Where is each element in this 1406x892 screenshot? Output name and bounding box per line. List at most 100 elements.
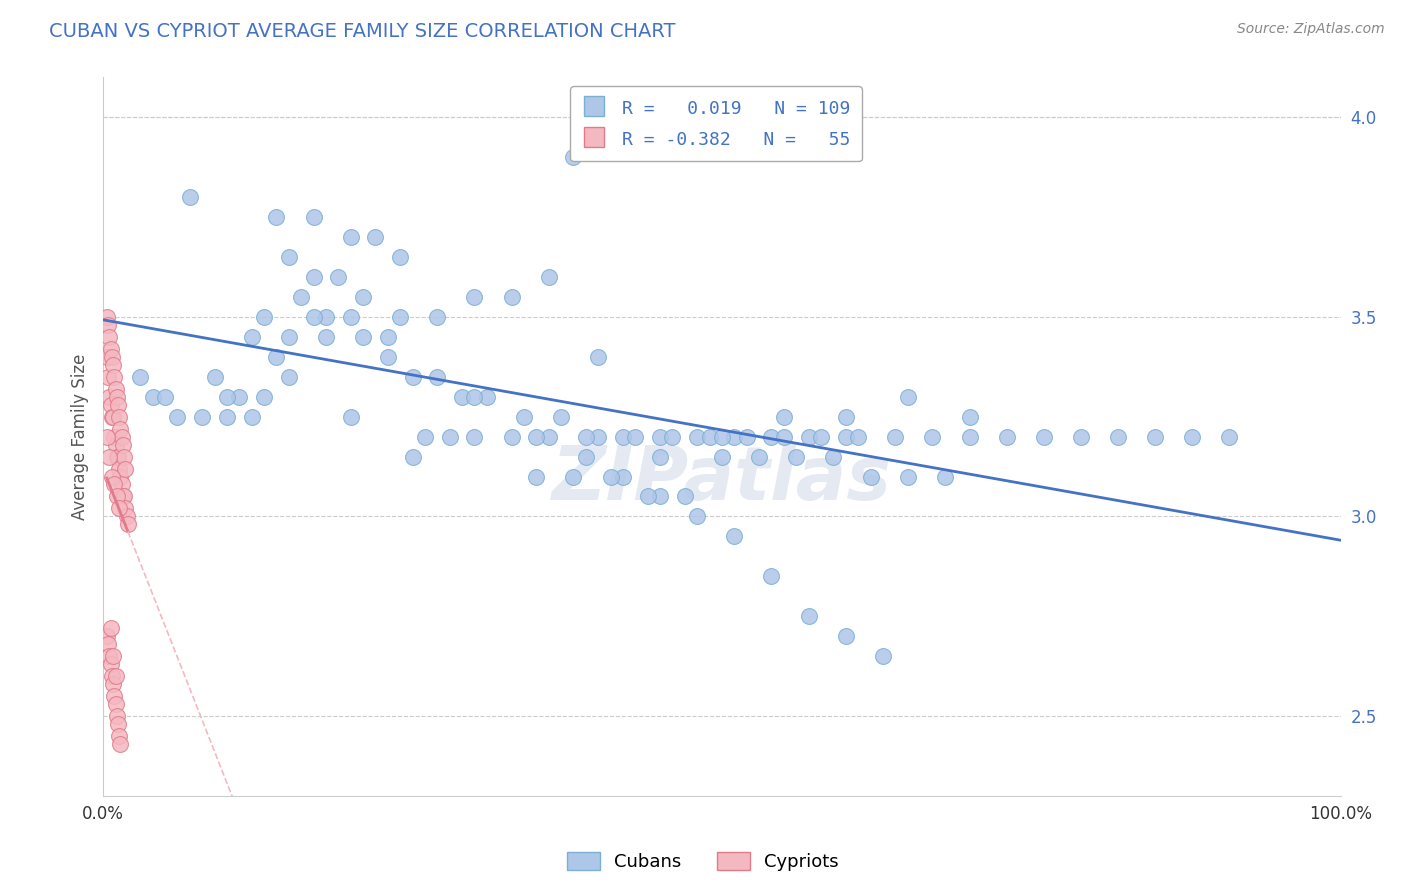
Point — [240, 409, 263, 424]
Point — [773, 429, 796, 443]
Point — [253, 390, 276, 404]
Point — [1218, 429, 1240, 443]
Point — [921, 429, 943, 443]
Point — [1144, 429, 1167, 443]
Point — [413, 429, 436, 443]
Point — [111, 490, 134, 504]
Point — [389, 250, 412, 264]
Point — [253, 310, 276, 324]
Point — [142, 390, 165, 404]
Point — [835, 429, 858, 443]
Point — [723, 429, 745, 443]
Point — [98, 450, 121, 464]
Point — [105, 390, 128, 404]
Point — [98, 390, 121, 404]
Point — [104, 669, 127, 683]
Point — [810, 429, 832, 443]
Point — [96, 310, 118, 324]
Point — [934, 469, 956, 483]
Point — [103, 689, 125, 703]
Point — [290, 290, 312, 304]
Point — [277, 330, 299, 344]
Point — [98, 649, 121, 664]
Text: ZIPatlas: ZIPatlas — [553, 443, 891, 516]
Point — [785, 450, 807, 464]
Point — [302, 310, 325, 324]
Point — [100, 621, 122, 635]
Point — [101, 409, 124, 424]
Point — [673, 490, 696, 504]
Point — [897, 469, 920, 483]
Point — [101, 409, 124, 424]
Point — [101, 469, 124, 483]
Point — [115, 509, 138, 524]
Point — [108, 461, 131, 475]
Point — [426, 310, 449, 324]
Point — [107, 717, 129, 731]
Point — [735, 429, 758, 443]
Point — [648, 450, 671, 464]
Point — [648, 429, 671, 443]
Point — [1181, 429, 1204, 443]
Point — [111, 429, 134, 443]
Point — [872, 649, 894, 664]
Point — [401, 369, 423, 384]
Point — [661, 429, 683, 443]
Point — [859, 469, 882, 483]
Point — [897, 390, 920, 404]
Point — [389, 310, 412, 324]
Point — [110, 737, 132, 751]
Point — [277, 250, 299, 264]
Point — [97, 318, 120, 332]
Point — [191, 409, 214, 424]
Point — [302, 210, 325, 224]
Point — [277, 369, 299, 384]
Point — [773, 409, 796, 424]
Point — [114, 501, 136, 516]
Point — [501, 429, 523, 443]
Point — [352, 290, 374, 304]
Point — [711, 429, 734, 443]
Point — [377, 350, 399, 364]
Point — [352, 330, 374, 344]
Point — [96, 429, 118, 443]
Point — [513, 409, 536, 424]
Point — [100, 657, 122, 671]
Point — [302, 270, 325, 285]
Point — [100, 398, 122, 412]
Point — [105, 490, 128, 504]
Point — [575, 429, 598, 443]
Point — [1107, 429, 1129, 443]
Point — [107, 450, 129, 464]
Point — [884, 429, 907, 443]
Point — [475, 390, 498, 404]
Point — [1032, 429, 1054, 443]
Point — [748, 450, 770, 464]
Point — [501, 290, 523, 304]
Point — [686, 429, 709, 443]
Point — [104, 382, 127, 396]
Point — [100, 342, 122, 356]
Point — [537, 270, 560, 285]
Point — [524, 429, 547, 443]
Legend: R =   0.019   N = 109, R = -0.382   N =   55: R = 0.019 N = 109, R = -0.382 N = 55 — [569, 87, 862, 161]
Point — [586, 350, 609, 364]
Point — [153, 390, 176, 404]
Point — [550, 409, 572, 424]
Point — [711, 450, 734, 464]
Point — [562, 150, 585, 164]
Point — [104, 697, 127, 711]
Point — [204, 369, 226, 384]
Point — [101, 649, 124, 664]
Point — [723, 529, 745, 543]
Point — [339, 310, 361, 324]
Point — [797, 429, 820, 443]
Point — [315, 330, 337, 344]
Point — [797, 609, 820, 624]
Point — [108, 409, 131, 424]
Point — [562, 469, 585, 483]
Point — [463, 390, 485, 404]
Point — [959, 429, 981, 443]
Point — [648, 490, 671, 504]
Point — [114, 461, 136, 475]
